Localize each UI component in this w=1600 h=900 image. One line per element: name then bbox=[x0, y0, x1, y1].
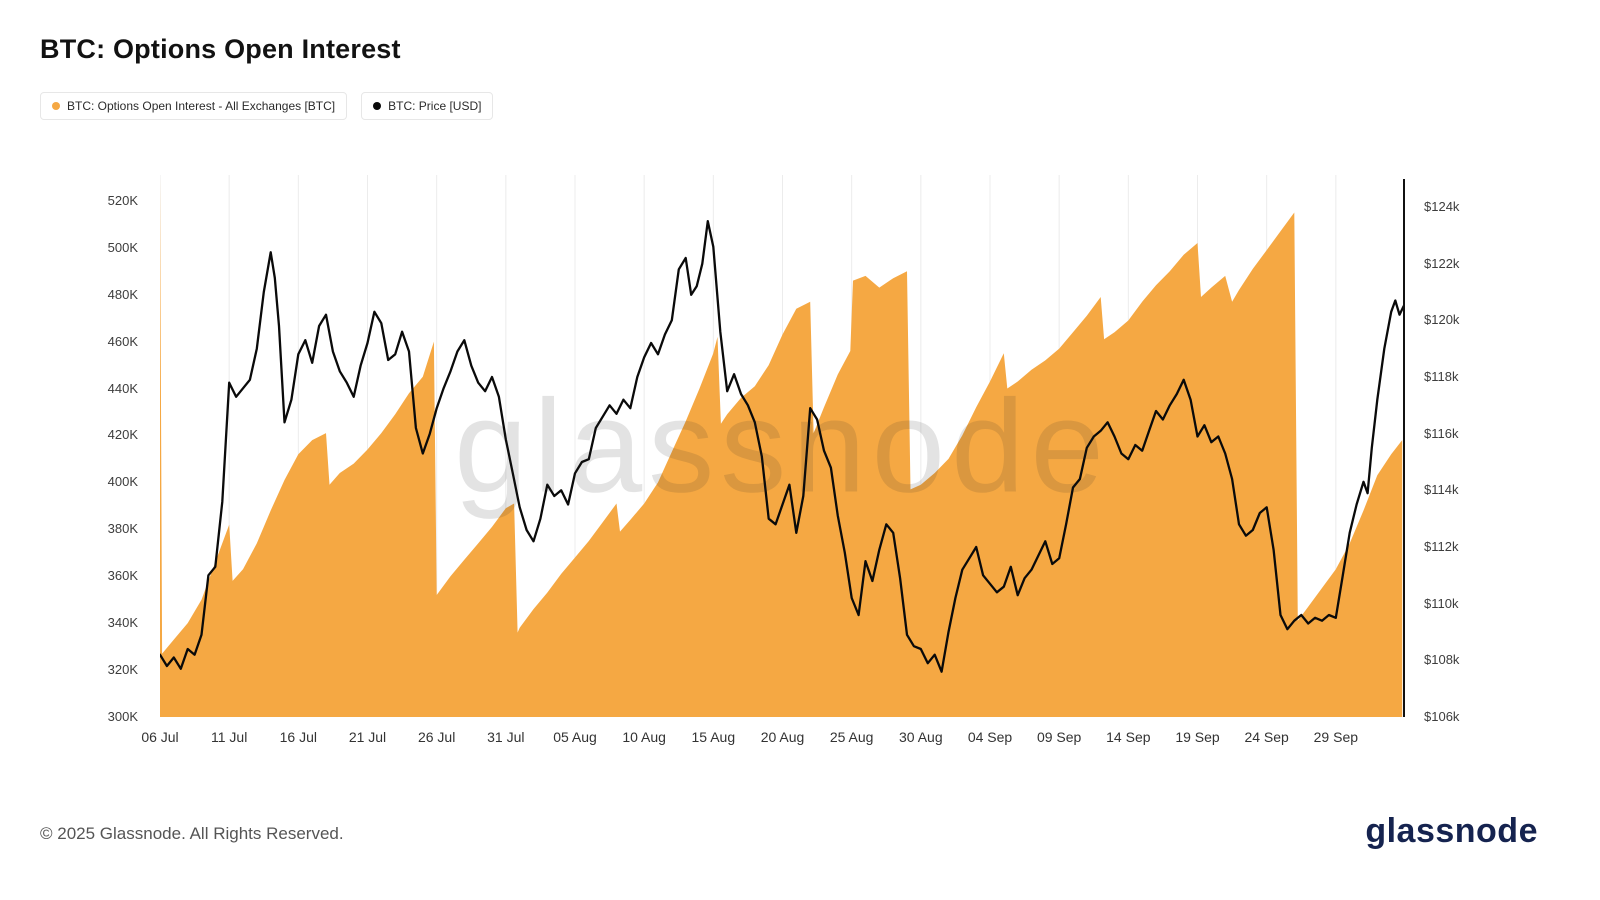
x-axis-tick-label: 04 Sep bbox=[967, 729, 1013, 745]
x-axis-tick-label: 11 Jul bbox=[210, 729, 248, 745]
x-axis-tick-label: 14 Sep bbox=[1106, 729, 1151, 745]
y-axis-left-tick-label: 420K bbox=[107, 427, 138, 443]
y-axis-right-tick-label: $114k bbox=[1424, 482, 1459, 498]
y-axis-left-tick-label: 480K bbox=[107, 286, 138, 302]
y-axis-right-tick-label: $106k bbox=[1424, 709, 1460, 724]
y-axis-right-tick-label: $118k bbox=[1424, 369, 1459, 384]
x-axis-tick-label: 31 Jul bbox=[487, 729, 525, 745]
y-axis-left-tick-label: 320K bbox=[107, 662, 138, 678]
copyright-text: © 2025 Glassnode. All Rights Reserved. bbox=[40, 824, 344, 843]
y-axis-right: $106k $108k $110k $112k $114k $116k $118k $120k… bbox=[1424, 175, 1544, 724]
page-title: BTC: Options Open Interest bbox=[40, 34, 401, 64]
y-axis-left-tick-label: 460K bbox=[107, 333, 138, 349]
y-axis-left-tick-label: 380K bbox=[107, 521, 138, 537]
y-axis-right-tick-label: $122k bbox=[1424, 255, 1460, 271]
y-axis-right-tick-label: $120k bbox=[1424, 312, 1460, 328]
y-axis-left-tick-label: 500K bbox=[107, 239, 138, 255]
y-axis-left-tick-label: 300K bbox=[107, 709, 138, 724]
x-axis-tick-label: 16 Jul bbox=[279, 729, 317, 745]
legend: BTC: Options Open Interest - All Exchang… bbox=[40, 92, 494, 120]
x-axis-tick-label: 20 Aug bbox=[760, 729, 805, 745]
legend-item-open-interest[interactable]: BTC: Options Open Interest - All Exchang… bbox=[40, 92, 348, 120]
price-series-swatch-icon bbox=[373, 102, 382, 110]
y-axis-left-tick-label: 340K bbox=[107, 615, 138, 631]
price-line-series bbox=[158, 220, 1405, 673]
y-axis-left-tick-label: 360K bbox=[107, 568, 138, 584]
chart-canvas bbox=[158, 175, 1405, 718]
glassnode-logo[interactable]: glassnode bbox=[1365, 812, 1538, 850]
x-axis-tick-label: 05 Aug bbox=[553, 729, 597, 745]
x-axis-tick-label: 19 Sep bbox=[1175, 729, 1220, 745]
x-axis-tick-label: 10 Aug bbox=[622, 729, 666, 745]
x-axis-tick-label: 21 Jul bbox=[348, 729, 387, 745]
x-axis-tick-label: 06 Jul bbox=[141, 729, 179, 745]
x-axis-tick-label: 15 Aug bbox=[691, 729, 736, 745]
legend-item-open-interest-label: BTC: Options Open Interest - All Exchang… bbox=[67, 99, 336, 113]
open-interest-series-swatch-icon bbox=[52, 102, 60, 110]
y-axis-right-tick-label: $110k bbox=[1424, 595, 1459, 611]
x-axis-tick-label: 30 Aug bbox=[899, 729, 943, 745]
x-axis-tick-label: 24 Sep bbox=[1244, 729, 1289, 745]
legend-item-price-label: BTC: Price [USD] bbox=[388, 99, 482, 113]
y-axis-left-tick-label: 440K bbox=[107, 380, 138, 396]
y-axis-right-tick-label: $116k bbox=[1424, 425, 1459, 441]
open-interest-area-series bbox=[160, 177, 1403, 718]
y-axis-left: 300K 320K 340K 360K 380K 400K 420K 440K 460K 480K… bbox=[0, 175, 148, 724]
legend-item-price[interactable]: BTC: Price [USD] bbox=[361, 92, 494, 120]
y-axis-right-tick-label: $124k bbox=[1424, 199, 1460, 215]
y-axis-left-tick-label: 400K bbox=[107, 474, 138, 490]
x-axis-tick-label: 09 Sep bbox=[1036, 729, 1082, 745]
chart-plot[interactable] bbox=[158, 175, 1405, 718]
y-axis-left-tick-label: 520K bbox=[107, 192, 138, 208]
x-axis-tick-label: 26 Jul bbox=[417, 729, 456, 745]
y-axis-right-tick-label: $112k bbox=[1424, 539, 1459, 554]
x-axis: 06 Jul 11 Jul 16 Jul 21 Jul 26 Jul 31 Jul 05 A… bbox=[141, 729, 1405, 753]
y-axis-right-tick-label: $108k bbox=[1424, 652, 1460, 668]
x-axis-tick-label: 25 Aug bbox=[829, 729, 874, 745]
x-axis-tick-label: 29 Sep bbox=[1313, 729, 1359, 745]
